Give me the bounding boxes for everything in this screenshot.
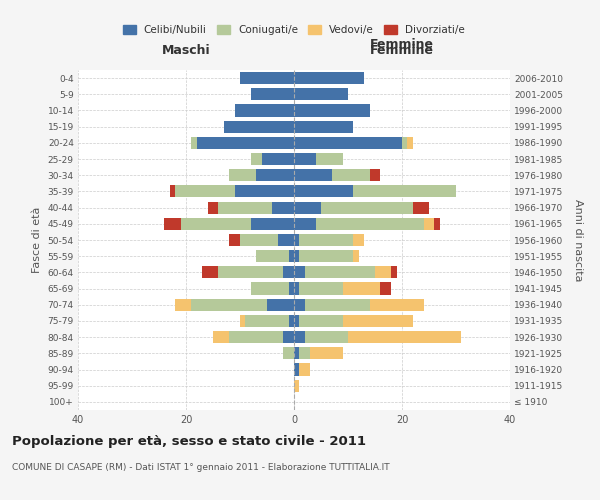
Bar — [332, 169, 370, 181]
Bar — [294, 169, 332, 181]
Bar — [191, 298, 267, 311]
Bar — [245, 315, 289, 327]
Text: Femmine: Femmine — [370, 44, 434, 57]
Bar — [310, 348, 343, 360]
Bar — [321, 202, 413, 213]
Bar — [294, 266, 305, 278]
Bar — [299, 234, 353, 246]
Bar — [289, 282, 294, 294]
Bar — [353, 234, 364, 246]
Bar — [391, 266, 397, 278]
Bar — [283, 331, 294, 343]
Bar — [348, 331, 461, 343]
Bar — [294, 72, 364, 84]
Bar — [224, 120, 294, 132]
Bar — [299, 282, 343, 294]
Bar — [213, 331, 229, 343]
Bar — [229, 331, 283, 343]
Bar — [305, 331, 348, 343]
Bar — [294, 364, 299, 376]
Bar — [294, 315, 299, 327]
Bar — [343, 315, 413, 327]
Bar — [343, 282, 380, 294]
Bar — [229, 234, 240, 246]
Bar — [294, 282, 299, 294]
Bar — [305, 298, 370, 311]
Text: Maschi: Maschi — [161, 44, 211, 57]
Bar — [235, 104, 294, 117]
Bar — [305, 266, 375, 278]
Bar — [294, 153, 316, 165]
Bar — [197, 137, 294, 149]
Bar — [370, 169, 380, 181]
Bar — [407, 137, 413, 149]
Bar — [370, 298, 424, 311]
Bar — [181, 218, 251, 230]
Bar — [294, 104, 370, 117]
Bar — [262, 153, 294, 165]
Bar — [229, 169, 256, 181]
Bar — [353, 186, 456, 198]
Bar — [251, 218, 294, 230]
Bar — [251, 282, 289, 294]
Bar — [316, 153, 343, 165]
Bar — [294, 186, 353, 198]
Bar — [283, 266, 294, 278]
Bar — [191, 137, 197, 149]
Bar — [170, 186, 175, 198]
Bar — [353, 250, 359, 262]
Bar — [316, 218, 424, 230]
Bar — [294, 380, 299, 392]
Bar — [294, 331, 305, 343]
Bar — [294, 202, 321, 213]
Bar — [283, 348, 294, 360]
Bar — [294, 250, 299, 262]
Bar — [434, 218, 440, 230]
Bar — [294, 137, 402, 149]
Bar — [299, 250, 353, 262]
Bar — [175, 186, 235, 198]
Text: Femmine: Femmine — [370, 38, 434, 52]
Bar — [251, 153, 262, 165]
Text: COMUNE DI CASAPE (RM) - Dati ISTAT 1° gennaio 2011 - Elaborazione TUTTITALIA.IT: COMUNE DI CASAPE (RM) - Dati ISTAT 1° ge… — [12, 462, 389, 471]
Bar — [294, 234, 299, 246]
Bar — [251, 88, 294, 101]
Bar — [402, 137, 407, 149]
Bar — [299, 364, 310, 376]
Bar — [278, 234, 294, 246]
Y-axis label: Fasce di età: Fasce di età — [32, 207, 42, 273]
Bar — [294, 298, 305, 311]
Bar — [380, 282, 391, 294]
Y-axis label: Anni di nascita: Anni di nascita — [573, 198, 583, 281]
Bar — [424, 218, 434, 230]
Bar — [267, 298, 294, 311]
Bar — [289, 250, 294, 262]
Bar — [294, 88, 348, 101]
Bar — [294, 348, 299, 360]
Legend: Celibi/Nubili, Coniugati/e, Vedovi/e, Divorziati/e: Celibi/Nubili, Coniugati/e, Vedovi/e, Di… — [119, 21, 469, 40]
Bar — [289, 315, 294, 327]
Bar — [235, 186, 294, 198]
Bar — [256, 169, 294, 181]
Bar — [413, 202, 429, 213]
Bar — [202, 266, 218, 278]
Bar — [256, 250, 289, 262]
Bar — [164, 218, 181, 230]
Bar — [240, 234, 278, 246]
Bar — [240, 315, 245, 327]
Bar — [240, 72, 294, 84]
Bar — [218, 202, 272, 213]
Text: Popolazione per età, sesso e stato civile - 2011: Popolazione per età, sesso e stato civil… — [12, 435, 366, 448]
Bar — [299, 315, 343, 327]
Bar — [294, 120, 353, 132]
Bar — [272, 202, 294, 213]
Bar — [299, 348, 310, 360]
Bar — [175, 298, 191, 311]
Bar — [218, 266, 283, 278]
Bar — [208, 202, 218, 213]
Bar — [375, 266, 391, 278]
Bar — [294, 218, 316, 230]
